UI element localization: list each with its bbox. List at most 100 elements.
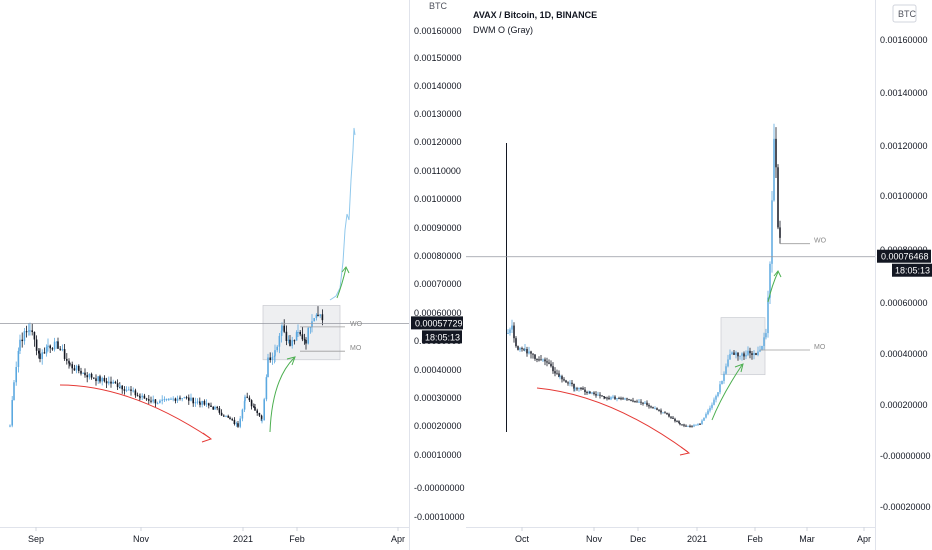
candle: [43, 352, 46, 354]
candle: [595, 394, 597, 396]
candle: [303, 339, 306, 341]
x-tick-label: Apr: [857, 534, 871, 544]
left-currency-label[interactable]: BTC: [429, 1, 448, 11]
candle: [161, 399, 163, 401]
y-tick-label: 0.00140000: [880, 88, 928, 98]
candle: [143, 395, 146, 399]
candle: [597, 394, 599, 396]
candle: [571, 382, 573, 385]
candle: [269, 357, 271, 360]
candle: [601, 395, 603, 397]
candle: [283, 325, 285, 332]
right-last-price-badge: 0.00076468 18:05:13: [877, 249, 932, 277]
candle: [274, 350, 276, 356]
right-chart-title[interactable]: AVAX / Bitcoin, 1D, BINANCE: [473, 10, 597, 20]
candle: [691, 426, 693, 428]
left-downtrend-arrowhead: [201, 432, 213, 443]
candle: [75, 365, 78, 371]
candle: [664, 412, 666, 414]
candle: [648, 405, 650, 407]
candle: [57, 341, 59, 349]
candle: [229, 417, 231, 420]
candle: [23, 331, 26, 342]
y-tick-label: 0.00010000: [414, 450, 462, 460]
candle: [681, 424, 683, 426]
x-tick-label: Feb: [289, 534, 305, 544]
candle: [652, 407, 654, 409]
candle: [231, 419, 233, 421]
candle: [765, 333, 767, 338]
candle: [550, 363, 552, 367]
candle: [567, 382, 569, 384]
candle: [176, 398, 179, 401]
candle: [707, 410, 709, 415]
candle: [31, 330, 33, 333]
y-tick-label: 0.00020000: [880, 400, 928, 410]
candle: [33, 332, 36, 340]
candle: [565, 380, 567, 383]
right-time-axis[interactable]: Oct Nov Dec 2021 Feb Mar Apr: [515, 527, 871, 544]
candle: [511, 325, 513, 330]
candle: [604, 396, 606, 398]
left-price-axis[interactable]: 0.00160000 0.00150000 0.00140000 0.00130000…: [414, 26, 465, 522]
candle: [509, 329, 511, 333]
candle: [241, 409, 244, 419]
candle: [678, 421, 680, 424]
candle: [223, 415, 225, 417]
candle: [69, 363, 71, 365]
candle: [239, 418, 241, 427]
left-chart-pane[interactable]: WO MO BTC 0.00160000 0.00150000 0.00140000…: [0, 0, 465, 550]
candle: [640, 401, 642, 403]
left-uptrend-arrow-small: [336, 267, 347, 299]
candle: [538, 359, 540, 361]
y-tick-label: -0.00020000: [880, 502, 931, 512]
candle: [620, 398, 622, 400]
left-projection-line: [329, 127, 356, 301]
candle: [165, 398, 168, 400]
candle: [59, 348, 61, 350]
y-tick-label: 0.00150000: [414, 53, 462, 63]
candle: [668, 414, 670, 417]
candle: [775, 138, 777, 168]
right-indicator-label[interactable]: DWM O (Gray): [473, 25, 533, 35]
candle: [110, 381, 112, 384]
candle: [715, 396, 717, 400]
candle: [84, 372, 86, 376]
candle: [614, 396, 616, 400]
candle: [608, 397, 610, 400]
candle: [697, 423, 699, 425]
candle: [287, 339, 290, 341]
candle: [139, 396, 141, 398]
right-monthly-open-label: MO: [814, 344, 826, 351]
candle: [13, 382, 15, 401]
right-currency-label[interactable]: BTC: [898, 9, 917, 19]
right-currency-button[interactable]: [892, 4, 917, 23]
candle: [729, 354, 731, 360]
candle: [559, 376, 561, 378]
y-tick-label: 0.00140000: [414, 81, 462, 91]
candle: [717, 392, 719, 397]
right-chart-pane[interactable]: WO MO AVAX / Bitcoin, 1D, BINANCE DWM O …: [466, 0, 932, 550]
y-tick-label: 0.00030000: [414, 393, 462, 403]
candle: [295, 332, 298, 341]
candle: [628, 399, 630, 401]
candle: [517, 346, 519, 350]
candle: [19, 339, 21, 351]
candle: [29, 330, 31, 332]
candle: [243, 401, 246, 410]
y-tick-label: 0.00020000: [414, 421, 462, 431]
left-highlight-box: [262, 305, 341, 361]
candle: [699, 423, 701, 425]
right-weekly-open-label: WO: [814, 238, 827, 245]
candle: [105, 381, 108, 384]
candle: [220, 412, 223, 416]
candle: [71, 364, 73, 369]
candle: [616, 398, 618, 400]
left-time-axis[interactable]: Sep Nov 2021 Feb Apr: [28, 527, 405, 544]
y-tick-label: 0.00160000: [880, 35, 928, 45]
candle: [315, 314, 318, 319]
candle: [154, 399, 157, 404]
x-tick-label: Feb: [747, 534, 763, 544]
left-weekly-open-label: WO: [350, 321, 363, 328]
candle: [731, 352, 733, 355]
